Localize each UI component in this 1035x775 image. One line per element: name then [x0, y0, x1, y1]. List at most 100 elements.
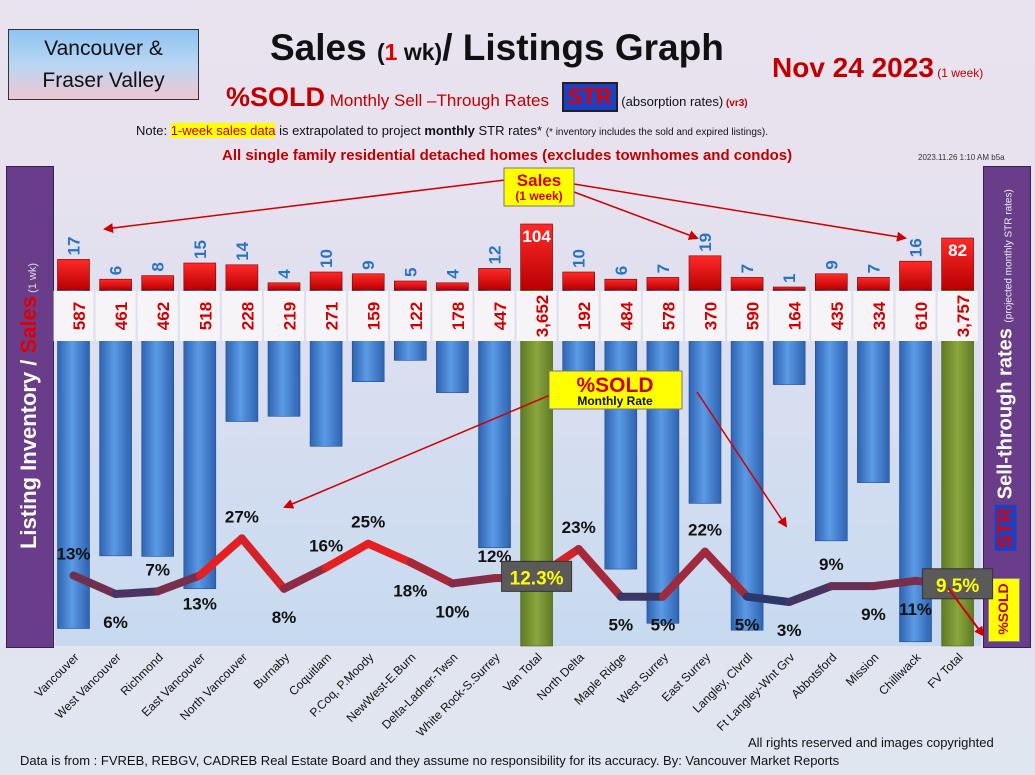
pct-value-label: 25% [351, 513, 385, 532]
pct-value-label: 11% [899, 600, 932, 619]
listing-value-label: 228 [238, 302, 257, 330]
pct-line-segment [743, 592, 794, 606]
listing-value-label: 447 [491, 302, 510, 330]
pct-line-segment [701, 547, 752, 601]
sales-value-label: 8 [149, 262, 168, 271]
sales-bar [562, 271, 596, 291]
sales-value-label: 104 [522, 227, 551, 246]
sales-arrow [103, 179, 506, 233]
sales-bar [351, 273, 385, 291]
pct-line-segment [364, 539, 415, 567]
sales-bar [57, 259, 90, 291]
sales-arrow [573, 191, 699, 240]
region-line-2: Fraser Valley [42, 69, 165, 92]
sales-value-label: 1 [780, 274, 799, 283]
note-line: Note: 1-week sales data is extrapolated … [136, 123, 768, 138]
badge-arrow [947, 587, 985, 637]
sales-bar [436, 282, 469, 291]
listing-value-label: 271 [323, 302, 342, 330]
sales-bar [814, 273, 848, 291]
note-mid: is extrapolated to project [275, 123, 425, 138]
sales-annotation-box [503, 167, 575, 207]
region-label-box: Vancouver & Fraser Valley [8, 29, 199, 100]
listing-label-bg [937, 291, 978, 341]
listing-label-bg [137, 291, 178, 341]
note-end: STR rates* [474, 123, 546, 138]
line-layer: 13%6%7%13%27%8%16%25%18%10%12%12.3%23%5%… [56, 507, 994, 640]
pct-value-label: 9.5% [936, 576, 979, 597]
category-tick-label: Abbotsford [788, 650, 839, 701]
title-one: 1 [384, 39, 398, 65]
pct-annotation-sub: Monthly Rate [577, 394, 653, 408]
listing-label-bg [348, 291, 389, 341]
listing-bar [520, 289, 553, 647]
note-monthly: monthly [424, 123, 475, 138]
category-tick-label: White Rock-S.Surrey [414, 650, 503, 739]
listing-value-label: 578 [659, 302, 678, 330]
listing-label-bg [811, 291, 852, 341]
pct-value-label: 3% [777, 621, 802, 640]
subtitle-pct: %SOLD [226, 82, 326, 112]
pct-line-segment [448, 574, 499, 588]
pct-value-label: 13% [56, 545, 90, 564]
report-date-week: (1 week) [933, 66, 984, 80]
sales-bar [730, 277, 764, 291]
listing-value-label: 484 [617, 301, 636, 330]
sales-value-label: 6 [107, 266, 126, 275]
pct-line-segment [658, 547, 709, 601]
listing-label-bg [642, 291, 683, 341]
pct-value-label: 5% [609, 616, 634, 635]
listing-value-label: 587 [70, 302, 89, 330]
pct-value-label: 5% [735, 616, 760, 635]
sales-bar [478, 268, 511, 291]
pct-value-label: 23% [562, 518, 596, 537]
sales-bar [267, 282, 301, 291]
sales-bar [309, 271, 343, 291]
listing-label-bg [474, 291, 515, 341]
listing-value-label: 370 [702, 302, 721, 330]
sales-bar [393, 280, 427, 291]
listing-value-label: 192 [575, 302, 594, 330]
pct-value-label: 22% [688, 521, 722, 540]
timestamp: 2023.11.26 1:10 AM b5a [918, 153, 1005, 162]
listing-label-bg [895, 291, 936, 341]
listing-label-bg [853, 291, 894, 341]
sales-value-label: 10 [570, 249, 589, 268]
listing-value-label: 219 [281, 302, 300, 330]
category-tick-label: Burnaby [251, 650, 293, 692]
listing-label-bg [727, 291, 768, 341]
category-tick-label: Ft Langley-Wnt Grv [714, 650, 797, 733]
sales-value-label: 19 [696, 233, 715, 252]
total-pct-box [922, 568, 994, 600]
sales-bar [646, 277, 680, 291]
listing-label-bg [221, 291, 262, 341]
listing-value-label: 462 [154, 302, 173, 330]
sales-bar [141, 275, 174, 291]
sales-value-label: 17 [65, 236, 84, 255]
sales-arrow [573, 183, 907, 242]
left-side-panel [6, 166, 54, 648]
pct-value-label: 18% [393, 581, 427, 600]
sales-value-label: 15 [191, 240, 210, 259]
category-tick-label: Chilliwack [876, 650, 924, 698]
title-part-1: Sales [270, 27, 377, 68]
listing-value-label: 435 [828, 302, 847, 330]
pct-value-label: 16% [309, 537, 343, 556]
sales-value-label: 9 [359, 260, 378, 269]
pct-line-segment [406, 558, 457, 588]
pct-value-label: 5% [651, 616, 676, 635]
chart-title: Sales (1 wk)/ Listings Graph [270, 27, 724, 69]
pct-arrow [283, 392, 556, 509]
listing-label-bg [769, 291, 810, 341]
sales-bar [520, 223, 553, 291]
listing-value-label: 3,652 [533, 295, 552, 338]
listing-label-bg [685, 291, 725, 341]
pct-value-label: 8% [272, 608, 297, 627]
pct-value-label: 7% [145, 560, 170, 579]
listing-bar [730, 289, 764, 631]
sales-value-label: 4 [443, 269, 462, 279]
sales-value-label: 82 [948, 241, 967, 260]
